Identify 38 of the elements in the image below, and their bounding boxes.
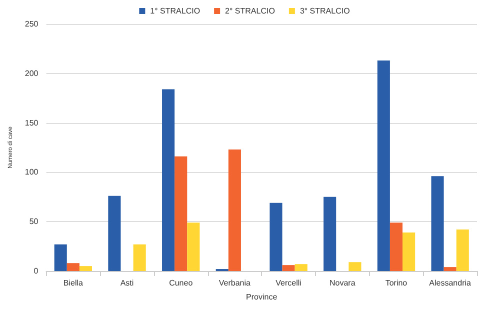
x-axis-title: Province (246, 292, 278, 302)
bar (66, 263, 80, 271)
bar (294, 264, 308, 271)
x-tick-label: Novara (329, 278, 356, 288)
y-tick-label: 0 (34, 266, 39, 276)
y-tick-label: 150 (24, 118, 39, 128)
x-tick-label: Cuneo (169, 278, 194, 288)
bar (456, 230, 469, 271)
legend-label: 2° STRALCIO (225, 6, 275, 16)
bar (270, 202, 282, 271)
bar (431, 176, 444, 271)
y-tick-label: 200 (24, 68, 39, 78)
x-tick-label: Vercelli (276, 278, 302, 288)
legend-label: 1° STRALCIO (150, 6, 200, 16)
bar (54, 244, 67, 271)
bar (324, 196, 336, 271)
x-tick-label: Asti (120, 278, 134, 288)
x-tick-label: Biella (63, 278, 84, 288)
x-tick-label: Verbania (218, 278, 252, 288)
bar (377, 60, 390, 271)
bar (390, 222, 403, 271)
bar (282, 265, 295, 271)
y-tick-label: 50 (29, 217, 39, 226)
x-tick-label: Alessandria (429, 278, 472, 288)
bar (228, 149, 241, 271)
bar (108, 196, 121, 271)
y-tick-label: 100 (24, 168, 39, 177)
bar (444, 267, 456, 271)
bar (402, 232, 416, 271)
bar (187, 222, 200, 271)
bar (348, 262, 362, 271)
bar (79, 266, 92, 271)
legend-label: 3° STRALCIO (300, 6, 350, 16)
bar (133, 244, 146, 271)
bar (162, 89, 175, 271)
x-tick-label: Torino (385, 278, 408, 288)
bar (174, 156, 188, 271)
y-tick-label: 250 (24, 20, 39, 28)
